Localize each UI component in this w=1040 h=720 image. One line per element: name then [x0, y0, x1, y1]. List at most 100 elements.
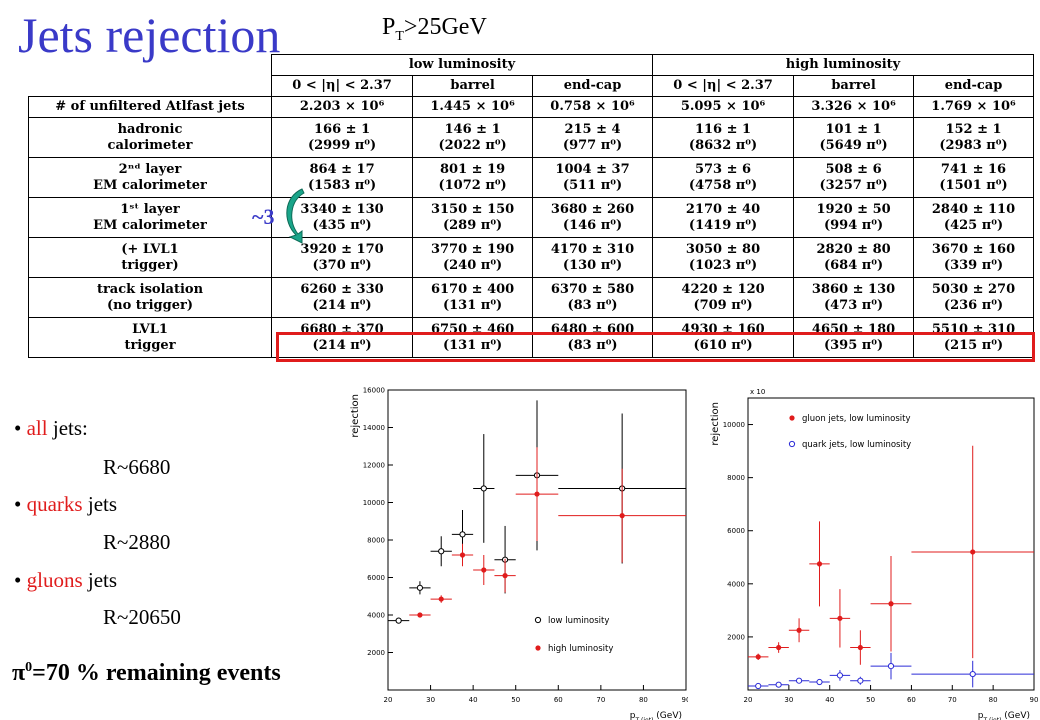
data-point [534, 491, 540, 497]
bullet-r-value: R~2880 [103, 530, 171, 554]
cell-pi0-count: (214 π⁰) [312, 297, 372, 313]
cell-pi0-count: (131 π⁰) [442, 337, 503, 353]
summary-text: =70 % remaining events [32, 660, 281, 686]
table-cell: 6480 ± 600 (83 π⁰) [532, 317, 653, 358]
data-point [481, 567, 487, 573]
table-cell: 116 ± 1 (8632 π⁰) [651, 117, 795, 158]
cell-pi0-count: (1501 π⁰) [939, 177, 1008, 193]
data-point [776, 644, 782, 651]
legend-label: low luminosity [548, 616, 609, 626]
data-point [459, 552, 466, 558]
y-tick-label: 8000 [727, 474, 745, 482]
cell-rejection: 2840 ± 110 [931, 201, 1016, 217]
data-point [857, 644, 863, 651]
cell-pi0-count: (610 π⁰) [693, 337, 753, 353]
rejection-vs-pt-quark-gluon-plot: 20 30 40 50 60 70 80 90 2000 4000 6000 8000 10000rej… [710, 388, 1038, 720]
cell-rejection: 3150 ± 150 [430, 201, 515, 217]
row-label: 2ⁿᵈ layer EM calorimeter [28, 157, 272, 198]
cell-pi0-count: (4758 π⁰) [688, 177, 758, 193]
y-tick-label: 10000 [723, 421, 745, 429]
table-cell: 3670 ± 160 (339 π⁰) [913, 237, 1034, 278]
y-tick-label: 6000 [727, 527, 745, 535]
data-point [816, 678, 823, 686]
cell-rejection: 3050 ± 80 [685, 241, 761, 257]
x-tick-label: 20 [384, 696, 393, 704]
cell-pi0-count: (215 π⁰) [943, 337, 1004, 353]
cell-rejection: 6260 ± 330 [300, 281, 384, 297]
table-cell: 5030 ± 270 (236 π⁰) [913, 277, 1034, 318]
row-label-line: (+ LVL1 [121, 241, 179, 257]
table-row: 1ˢᵗ layer EM calorimeter 3340 ± 130 (435 π⁰… [28, 197, 1034, 238]
data-point [888, 601, 894, 607]
cell-pi0-count: (8632 π⁰) [688, 137, 758, 153]
data-point [438, 548, 445, 555]
x-tick-label: 50 [511, 696, 520, 704]
table-cell: 3920 ± 170 (370 π⁰) [270, 237, 414, 278]
cell-pi0-count: (684 π⁰) [823, 257, 884, 273]
cell-pi0-count: (3257 π⁰) [819, 177, 888, 193]
cell-rejection: 3770 ± 190 [430, 241, 515, 257]
y-tick-label: 10000 [363, 499, 385, 507]
table-cell: 2820 ± 80 (684 π⁰) [793, 237, 915, 278]
row-label: 1ˢᵗ layer EM calorimeter [28, 197, 272, 238]
row-label-line: track isolation [96, 281, 204, 297]
table-cell: 6370 ± 580 (83 π⁰) [532, 277, 653, 318]
row-label-line: trigger [124, 337, 176, 353]
cell-rejection: 1920 ± 50 [816, 201, 891, 217]
table-cell: 4170 ± 310 (130 π⁰) [532, 237, 653, 278]
table-cell: 2170 ± 40 (1419 π⁰) [651, 197, 795, 238]
cell-pi0-count: (709 π⁰) [693, 297, 753, 313]
data-point [816, 561, 823, 567]
cell-rejection: 3680 ± 260 [550, 201, 635, 217]
x-tick-label: 90 [682, 696, 688, 704]
bullet-all-jets: • all jets: [14, 416, 88, 440]
data-point [837, 615, 843, 621]
table-cell: 3770 ± 190 (240 π⁰) [412, 237, 534, 278]
table-cell: 1920 ± 50 (994 π⁰) [793, 197, 915, 238]
bullet-keyword: gluons [26, 568, 83, 592]
pt-cut-post: >25GeV [403, 14, 487, 40]
legend-label: quark jets, low luminosity [802, 440, 911, 450]
y-tick-label: 4000 [727, 580, 745, 588]
bullet-quark-jets: • quarks jets [14, 492, 118, 516]
cell-pi0-count: (83 π⁰) [567, 337, 618, 353]
row-label-line: 1ˢᵗ layer [120, 201, 180, 217]
cell-rejection: 166 ± 1 [313, 121, 371, 137]
y-tick-label: 12000 [363, 462, 385, 470]
y-tick-label: 8000 [367, 537, 385, 545]
legend-marker [535, 645, 541, 651]
group-header-low: low luminosity [271, 54, 653, 76]
cell-rejection: 1004 ± 37 [555, 161, 630, 177]
row-label: (+ LVL1 trigger) [28, 237, 272, 278]
table-cell: 215 ± 4 (977 π⁰) [532, 117, 653, 158]
data-point [795, 677, 803, 684]
data-point [480, 485, 487, 492]
y-axis-label: rejection [350, 394, 361, 438]
data-point [755, 654, 761, 660]
y-tick-label: 2000 [367, 649, 385, 657]
table-cell: 6170 ± 400 (131 π⁰) [412, 277, 534, 318]
table-cell: 4220 ± 120 (709 π⁰) [651, 277, 795, 318]
cell-pi0-count: (1072 π⁰) [438, 177, 507, 193]
cell-rejection: 801 ± 19 [439, 161, 506, 177]
row-label-line: 2ⁿᵈ layer [118, 161, 182, 177]
row-label-line: (no trigger) [106, 297, 194, 313]
table-cell: 152 ± 1 (2983 π⁰) [913, 117, 1034, 158]
data-point [619, 513, 625, 519]
row-label-line: EM calorimeter [93, 177, 207, 193]
legend-marker [534, 616, 542, 624]
row-label-line: trigger) [121, 257, 179, 273]
x-tick-label: 60 [554, 696, 563, 704]
cell-rejection: 2820 ± 80 [816, 241, 891, 257]
table-corner-2 [29, 76, 272, 97]
cell-pi0-count: (5649 π⁰) [819, 137, 888, 153]
table-row: 2ⁿᵈ layer EM calorimeter 864 ± 17 (1583 π⁰)… [28, 157, 1034, 198]
cell-pi0-count: (83 π⁰) [567, 297, 618, 313]
cell-pi0-count: (370 π⁰) [312, 257, 372, 273]
group-header-high: high luminosity [651, 54, 1035, 76]
data-point [417, 612, 423, 618]
table-cell: 2840 ± 110 (425 π⁰) [913, 197, 1034, 238]
y-tick-label: 2000 [727, 633, 745, 641]
table-corner [29, 55, 272, 76]
row-label: track isolation (no trigger) [28, 277, 272, 318]
